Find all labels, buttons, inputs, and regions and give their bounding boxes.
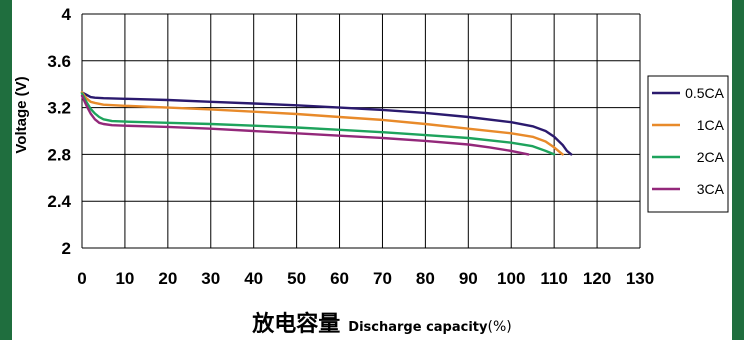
legend-label: 3CA	[697, 181, 725, 197]
x-axis-label-unit: (%)	[487, 319, 511, 335]
y-axis-label: Voltage (V)	[13, 76, 30, 153]
x-tick-label: 40	[244, 269, 263, 288]
y-tick-label: 3.6	[47, 52, 71, 71]
y-tick-label: 4	[62, 5, 72, 24]
x-axis-label: 放电容量 Discharge capacity(%)	[251, 311, 511, 337]
left-accent-bar	[0, 0, 12, 340]
x-tick-label: 90	[459, 269, 478, 288]
legend-label: 2CA	[697, 149, 725, 165]
series-layer	[80, 91, 573, 156]
y-tick-label: 2	[62, 239, 71, 258]
x-tick-label: 60	[330, 269, 349, 288]
x-tick-label: 10	[115, 269, 134, 288]
x-tick-label: 120	[583, 269, 611, 288]
x-tick-label: 130	[626, 269, 654, 288]
series-line-0-5ca	[80, 91, 573, 156]
x-tick-label: 80	[416, 269, 435, 288]
x-tick-label: 100	[497, 269, 525, 288]
legend: 0.5CA 1CA 2CA 3CA	[647, 75, 729, 213]
legend-label: 1CA	[697, 117, 725, 133]
x-axis-label-cn: 放电容量	[251, 311, 340, 337]
tick-label-layer: 0 10 20 30 40 50 60 70 80 90 100 110 120 130 2 2.4 2.8 3.…	[47, 5, 654, 288]
y-tick-label: 2.8	[47, 145, 71, 164]
x-axis-label-en: Discharge capacity	[348, 320, 488, 335]
y-tick-label: 2.4	[47, 192, 71, 211]
right-accent-bar	[732, 0, 744, 340]
y-tick-label: 3.2	[47, 99, 71, 118]
x-tick-label: 70	[373, 269, 392, 288]
series-line-3ca	[80, 94, 530, 156]
x-tick-label: 110	[540, 269, 567, 288]
series-line-1ca	[80, 91, 564, 156]
legend-label: 0.5CA	[685, 85, 725, 101]
x-tick-label: 0	[77, 269, 86, 288]
x-tick-label: 50	[287, 269, 306, 288]
x-tick-label: 20	[158, 269, 177, 288]
x-tick-label: 30	[201, 269, 220, 288]
series-line-2ca	[80, 92, 556, 156]
